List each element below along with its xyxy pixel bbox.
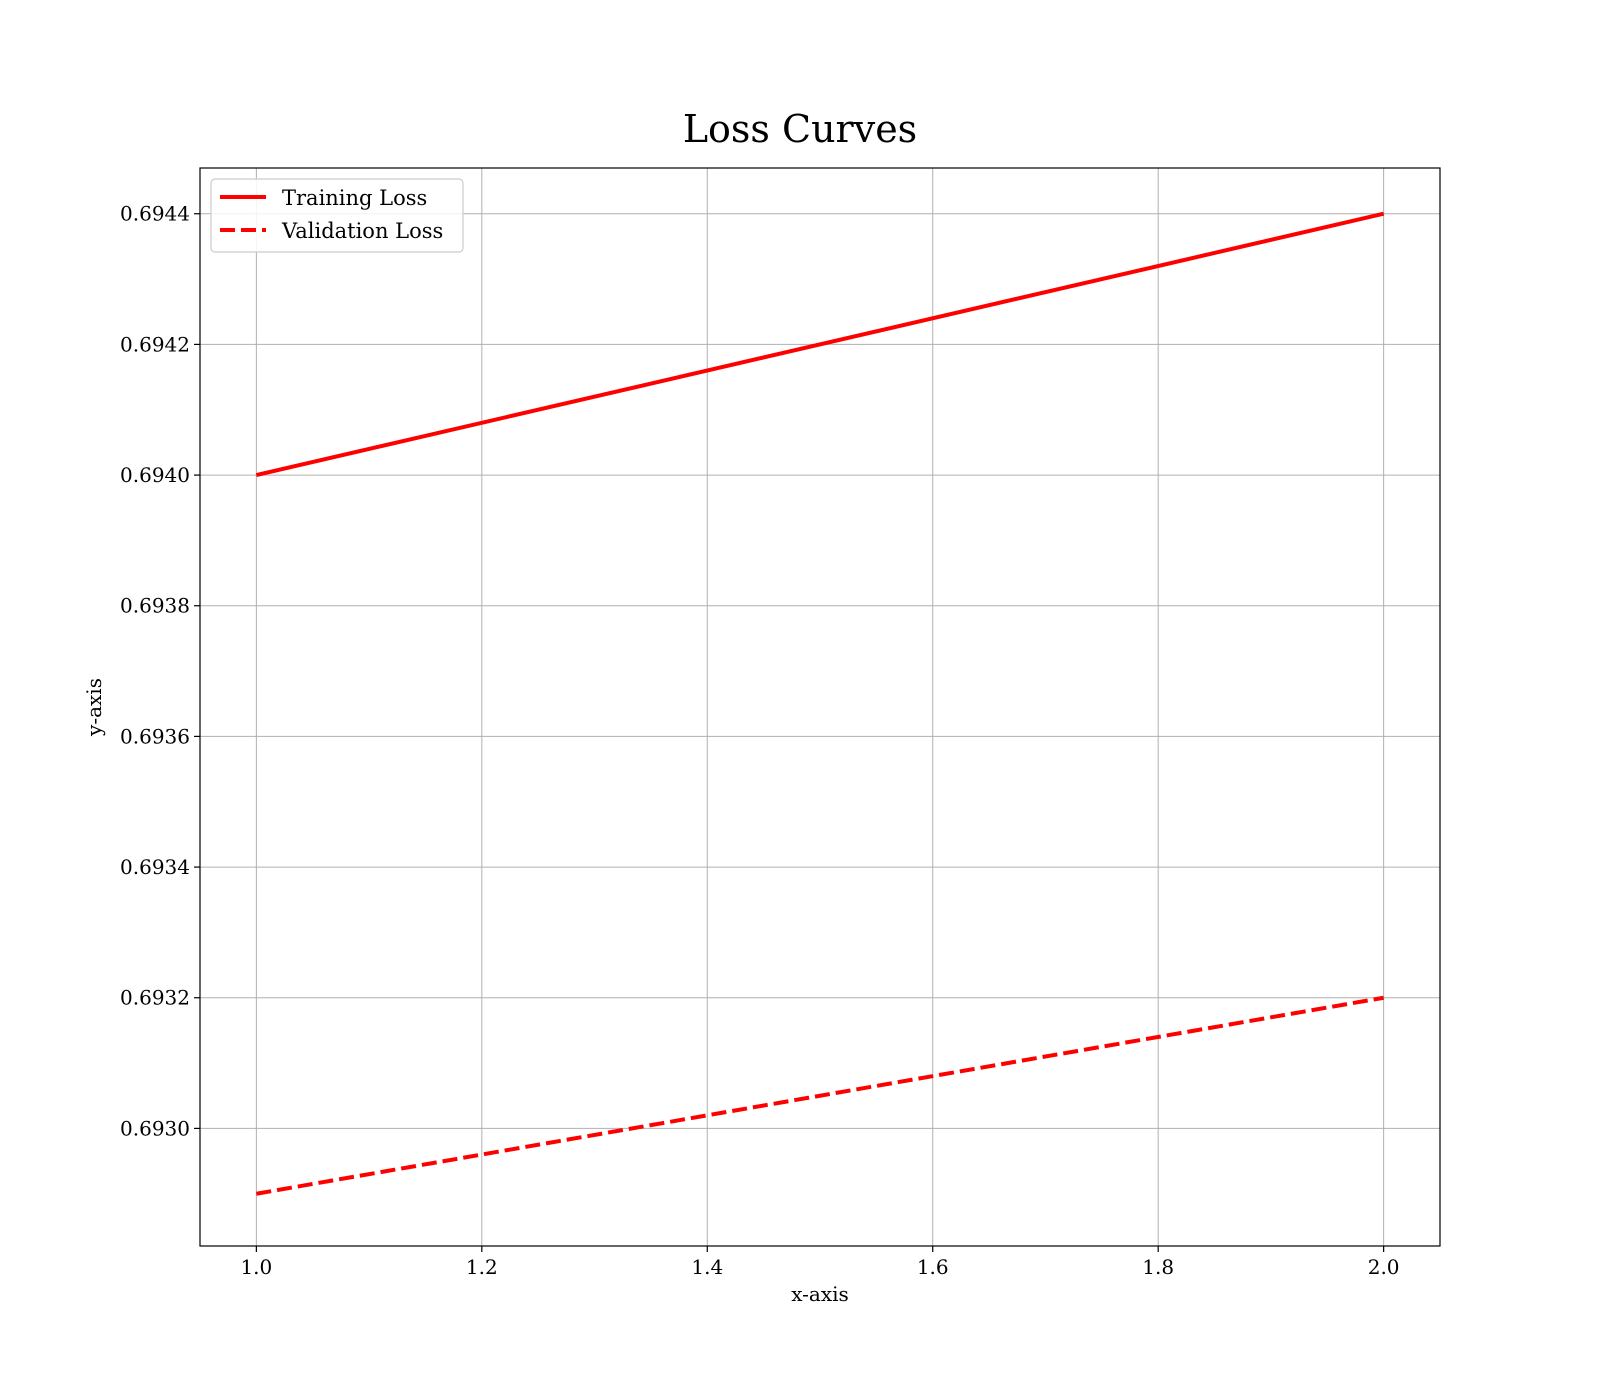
legend-label-validation-loss: Validation Loss xyxy=(281,219,443,243)
chart-title: Loss Curves xyxy=(683,107,917,151)
x-tick-label: 1.4 xyxy=(691,1255,723,1279)
y-tick-label: 0.6940 xyxy=(120,463,190,487)
x-axis-ticks: 1.0 1.2 1.4 1.6 1.8 2.0 xyxy=(240,1246,1400,1279)
plot-area-frame xyxy=(199,167,1441,1247)
y-tick-label: 0.6938 xyxy=(120,594,190,618)
x-tick-label: 1.0 xyxy=(240,1255,272,1279)
y-tick-label: 0.6936 xyxy=(120,724,190,748)
y-tick-label: 0.6932 xyxy=(120,986,190,1010)
x-tick-label: 1.2 xyxy=(466,1255,498,1279)
y-axis-label: y-axis xyxy=(82,678,106,737)
x-axis-label: x-axis xyxy=(791,1282,849,1306)
y-tick-label: 0.6934 xyxy=(120,855,190,879)
series-line-training-loss xyxy=(255,211,1385,478)
y-tick-label: 0.6942 xyxy=(120,332,190,356)
x-tick-label: 1.8 xyxy=(1142,1255,1174,1279)
legend: Training Loss Validation Loss xyxy=(210,178,464,253)
x-tick-label: 2.0 xyxy=(1368,1255,1400,1279)
y-axis-ticks: 0.6930 0.6932 0.6934 0.6936 0.6938 0.6940 0.69… xyxy=(120,202,200,1140)
grid-lines xyxy=(200,168,1440,1246)
legend-label-training-loss: Training Loss xyxy=(282,186,427,210)
legend-box xyxy=(210,178,464,253)
y-tick-label: 0.6930 xyxy=(120,1116,190,1140)
y-tick-label: 0.6944 xyxy=(120,202,190,226)
series-line-validation-loss xyxy=(256,995,1384,1196)
x-tick-label: 1.6 xyxy=(917,1255,949,1279)
series-lines xyxy=(255,211,1385,1196)
